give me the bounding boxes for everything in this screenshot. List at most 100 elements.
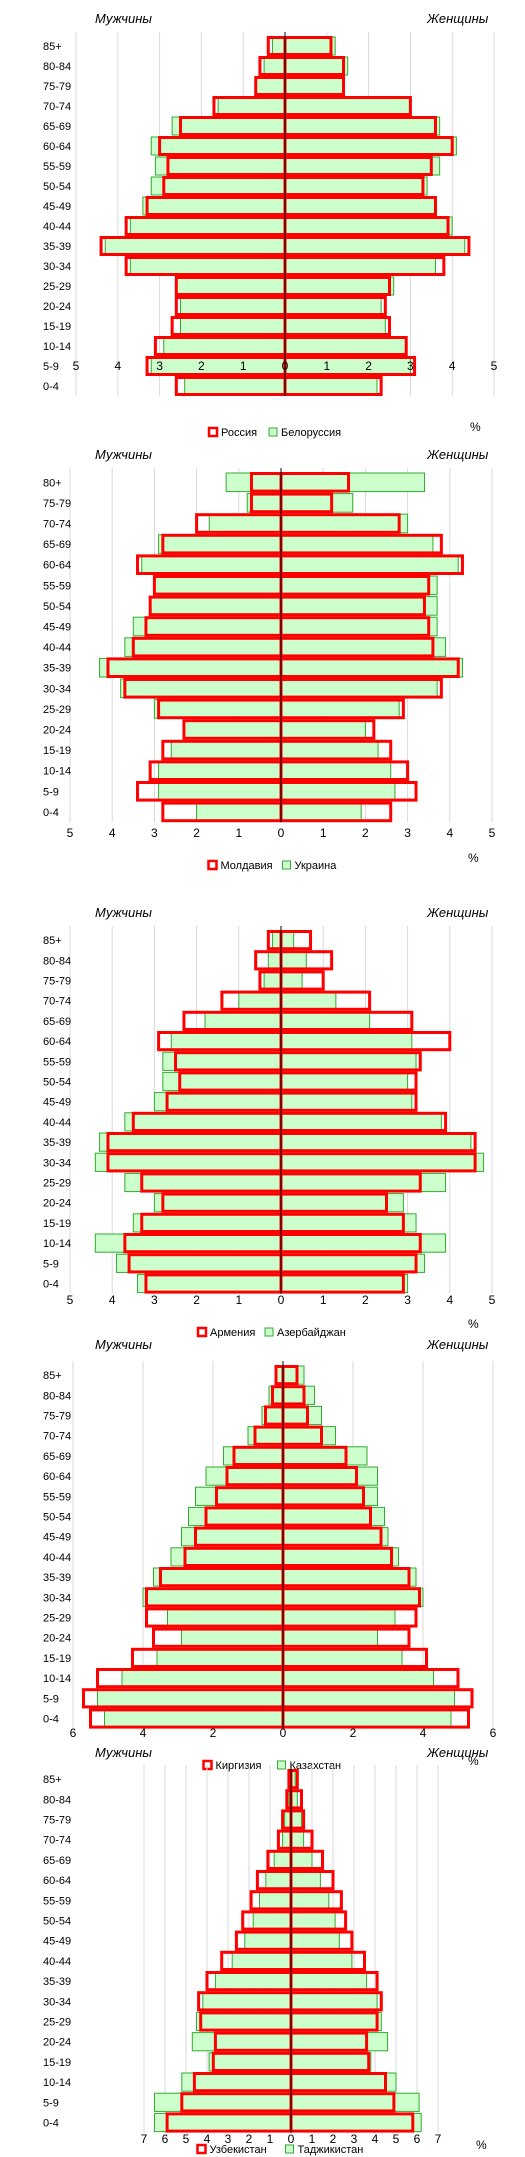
age-group-label: 60-64 <box>43 141 71 153</box>
x-tick-label: 4 <box>114 359 121 373</box>
bar-Азербайджан-male <box>170 1031 282 1051</box>
bar-Азербайджан-female <box>280 1011 371 1031</box>
x-tick-label: 1 <box>267 2132 274 2146</box>
bar-Украина-female <box>280 657 463 678</box>
x-tick-label: 0 <box>278 1293 285 1307</box>
bar-Белоруссия-female <box>284 96 411 116</box>
age-group-label: 50-54 <box>43 1916 71 1928</box>
age-group-label: 15-19 <box>43 745 71 757</box>
x-tick-label: 7 <box>435 2132 442 2146</box>
bar-Казахстан-female <box>282 1527 389 1547</box>
age-group-label: 55-59 <box>43 1491 71 1503</box>
women-header: Женщины <box>426 11 489 26</box>
x-tick-label: 1 <box>309 2132 316 2146</box>
age-group-label: 30-34 <box>43 1592 71 1604</box>
age-group-label: 75-79 <box>43 498 71 510</box>
bar-Белоруссия-female <box>284 376 378 396</box>
bar-Казахстан-female <box>282 1365 305 1385</box>
legend-swatch-outline <box>207 426 219 438</box>
x-tick-label: 5 <box>73 359 80 373</box>
age-group-label: 0-4 <box>43 2118 59 2130</box>
x-tick-label: 1 <box>240 359 247 373</box>
bar-Белоруссия-male <box>154 156 286 176</box>
bar-Азербайджан-male <box>204 1011 282 1031</box>
bar-Азербайджан-female <box>280 950 307 970</box>
bar-Белоруссия-male <box>271 36 286 56</box>
bar-Таджикистан-female <box>290 2032 389 2052</box>
x-tick-label: 0 <box>282 359 289 373</box>
bar-Таджикистан-male <box>191 2032 292 2052</box>
x-tick-label: 4 <box>420 1726 427 1740</box>
age-group-label: 70-74 <box>43 1431 71 1443</box>
bar-Азербайджан-male <box>153 1092 282 1112</box>
legend-label: Таджикистан <box>298 2144 364 2156</box>
bar-Казахстан-female <box>282 1385 315 1405</box>
bar-Украина-female <box>280 678 438 699</box>
x-tick-label: 3 <box>351 2132 358 2146</box>
x-tick-label: 2 <box>198 359 205 373</box>
bar-Белоруссия-male <box>129 256 286 276</box>
bar-Украина-male <box>141 554 282 575</box>
bar-Таджикистан-female <box>290 1910 336 1931</box>
bar-Белоруссия-male <box>180 316 286 336</box>
age-group-label: 40-44 <box>43 642 71 654</box>
legend-swatch-fill <box>264 1327 274 1337</box>
bar-Азербайджан-female <box>280 1132 472 1152</box>
bar-Украина-male <box>124 637 282 657</box>
legend-label: Узбекистан <box>210 2144 267 2156</box>
bar-Украина-male <box>153 575 282 596</box>
age-group-label: 65-69 <box>43 1855 71 1867</box>
x-tick-label: 6 <box>490 1726 497 1740</box>
age-group-label: 40-44 <box>43 221 71 233</box>
pyramid-panel-4: Мужчины Женщины 85+ 80-84 75-79 70-74 65-69 60-… <box>0 1297 525 1779</box>
legend-label: Казахстан <box>290 1760 342 1772</box>
age-group-label: 30-34 <box>43 1157 71 1169</box>
age-group-label: 55-59 <box>43 161 71 173</box>
bar-Украина-female <box>280 554 459 575</box>
age-group-label: 75-79 <box>43 81 71 93</box>
age-group-label: 5-9 <box>43 2097 59 2109</box>
bar-Азербайджан-male <box>137 1273 282 1294</box>
bar-Белоруссия-female <box>284 296 382 316</box>
bar-Украина-male <box>208 513 282 534</box>
legend-label: Белоруссия <box>281 427 341 439</box>
bar-Таджикистан-male <box>231 1951 292 1971</box>
bar-Таджикистан-female <box>290 1850 313 1870</box>
age-group-label: 10-14 <box>43 766 71 778</box>
pyramid-panel-3: Мужчины Женщины 85+ 80-84 75-79 70-74 65-69 60-… <box>0 866 525 1338</box>
men-header: Мужчины <box>95 1745 152 1760</box>
legend-swatch-fill <box>268 427 278 437</box>
age-group-label: 30-34 <box>43 683 71 695</box>
pyramid-chart-4: Мужчины Женщины85+80-8475-7970-7465-6960-… <box>43 1337 497 1772</box>
x-tick-label: 5 <box>491 359 498 373</box>
bar-Украина-female <box>280 719 366 740</box>
x-tick-label: 5 <box>67 1293 74 1307</box>
bar-Казахстан-male <box>223 1446 284 1466</box>
x-tick-label: 6 <box>70 1726 77 1740</box>
x-tick-label: 3 <box>156 359 163 373</box>
age-group-label: 45-49 <box>43 1532 71 1544</box>
bar-Казахстан-female <box>282 1426 336 1446</box>
x-tick-label: 4 <box>446 1293 453 1307</box>
bar-Украина-female <box>280 596 438 616</box>
bar-Белоруссия-female <box>284 76 345 96</box>
age-group-label: 80+ <box>43 477 62 489</box>
age-group-label: 65-69 <box>43 1016 71 1028</box>
bar-Таджикистан-male <box>196 2011 292 2032</box>
age-group-label: 5-9 <box>43 1258 59 1270</box>
age-group-label: 50-54 <box>43 1077 71 1089</box>
age-group-label: 65-69 <box>43 1451 71 1463</box>
age-group-label: 35-39 <box>43 1572 71 1584</box>
bar-Белоруссия-female <box>284 136 457 156</box>
bar-Азербайджан-male <box>94 1233 282 1253</box>
bar-Казахстан-male <box>170 1547 284 1567</box>
bar-Азербайджан-male <box>162 1051 282 1071</box>
age-group-label: 80-84 <box>43 955 71 967</box>
bar-Украина-male <box>158 760 282 781</box>
bar-Азербайджан-female <box>280 1071 409 1092</box>
bar-Азербайджан-female <box>280 1213 417 1233</box>
x-tick-label: 2 <box>330 2132 337 2146</box>
bar-Украина-male <box>149 596 282 616</box>
age-group-label: 10-14 <box>43 2077 71 2089</box>
bar-Таджикистан-female <box>290 2052 372 2072</box>
